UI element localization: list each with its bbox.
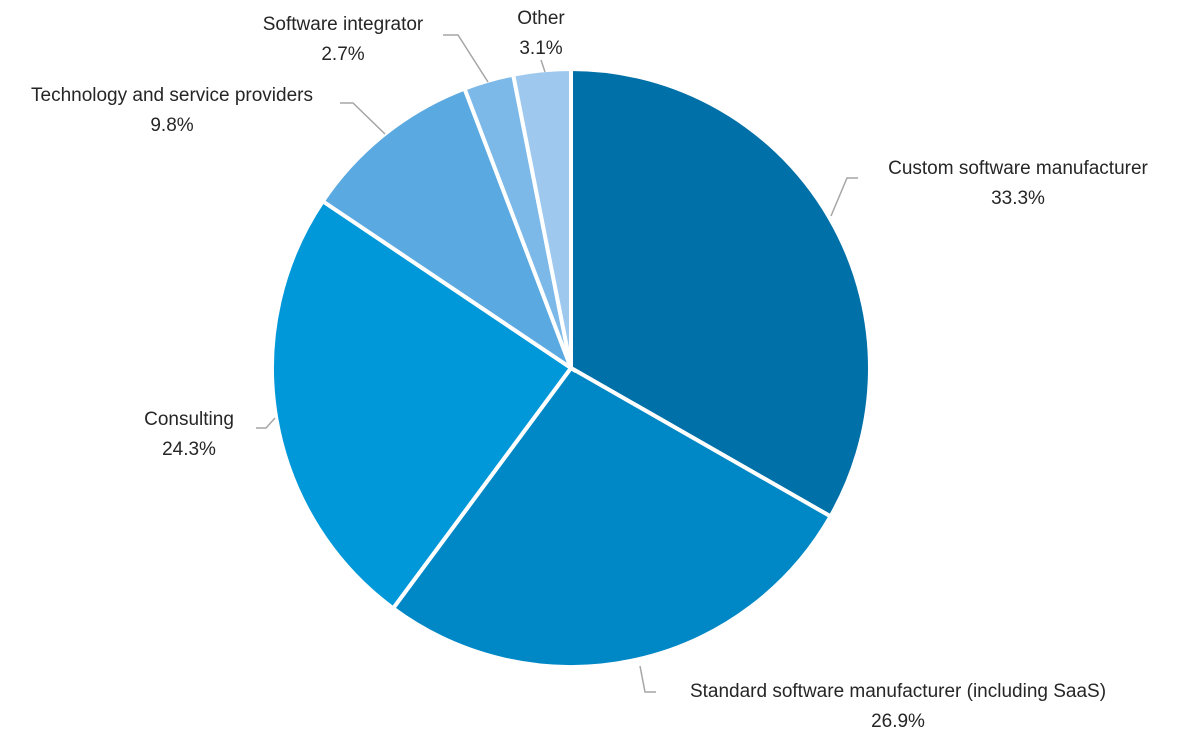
slice-consulting <box>270 198 574 612</box>
leader-consulting <box>256 417 276 429</box>
slice-standard-software-manufacturer-including-saas <box>390 365 834 669</box>
label-consulting: Consulting <box>144 409 234 430</box>
leader-lines <box>256 34 858 693</box>
leader-custom-software-manufacturer <box>830 177 858 217</box>
value-software-integrator: 2.7% <box>321 44 364 65</box>
label-custom-software-manufacturer: Custom software manufacturer <box>888 158 1148 179</box>
label-standard-software-manufacturer: Standard software manufacturer (includin… <box>690 681 1106 702</box>
leader-software-integrator <box>443 34 489 83</box>
value-standard-software-manufacturer: 26.9% <box>871 711 925 732</box>
pie-slices <box>270 66 872 669</box>
label-other: Other <box>517 8 565 29</box>
label-technology-and-service-providers: Technology and service providers <box>31 85 313 106</box>
leader-other <box>540 59 546 73</box>
label-software-integrator: Software integrator <box>263 14 424 35</box>
leader-technology-and-service-providers <box>340 102 386 135</box>
value-custom-software-manufacturer: 33.3% <box>991 188 1045 209</box>
value-technology-and-service-providers: 9.8% <box>150 115 193 136</box>
slice-other <box>510 66 573 369</box>
value-consulting: 24.3% <box>162 439 216 460</box>
value-other: 3.1% <box>519 38 562 59</box>
leader-standard-software-manufacturer <box>639 665 656 693</box>
slice-custom-software-manufacturer <box>569 66 872 520</box>
